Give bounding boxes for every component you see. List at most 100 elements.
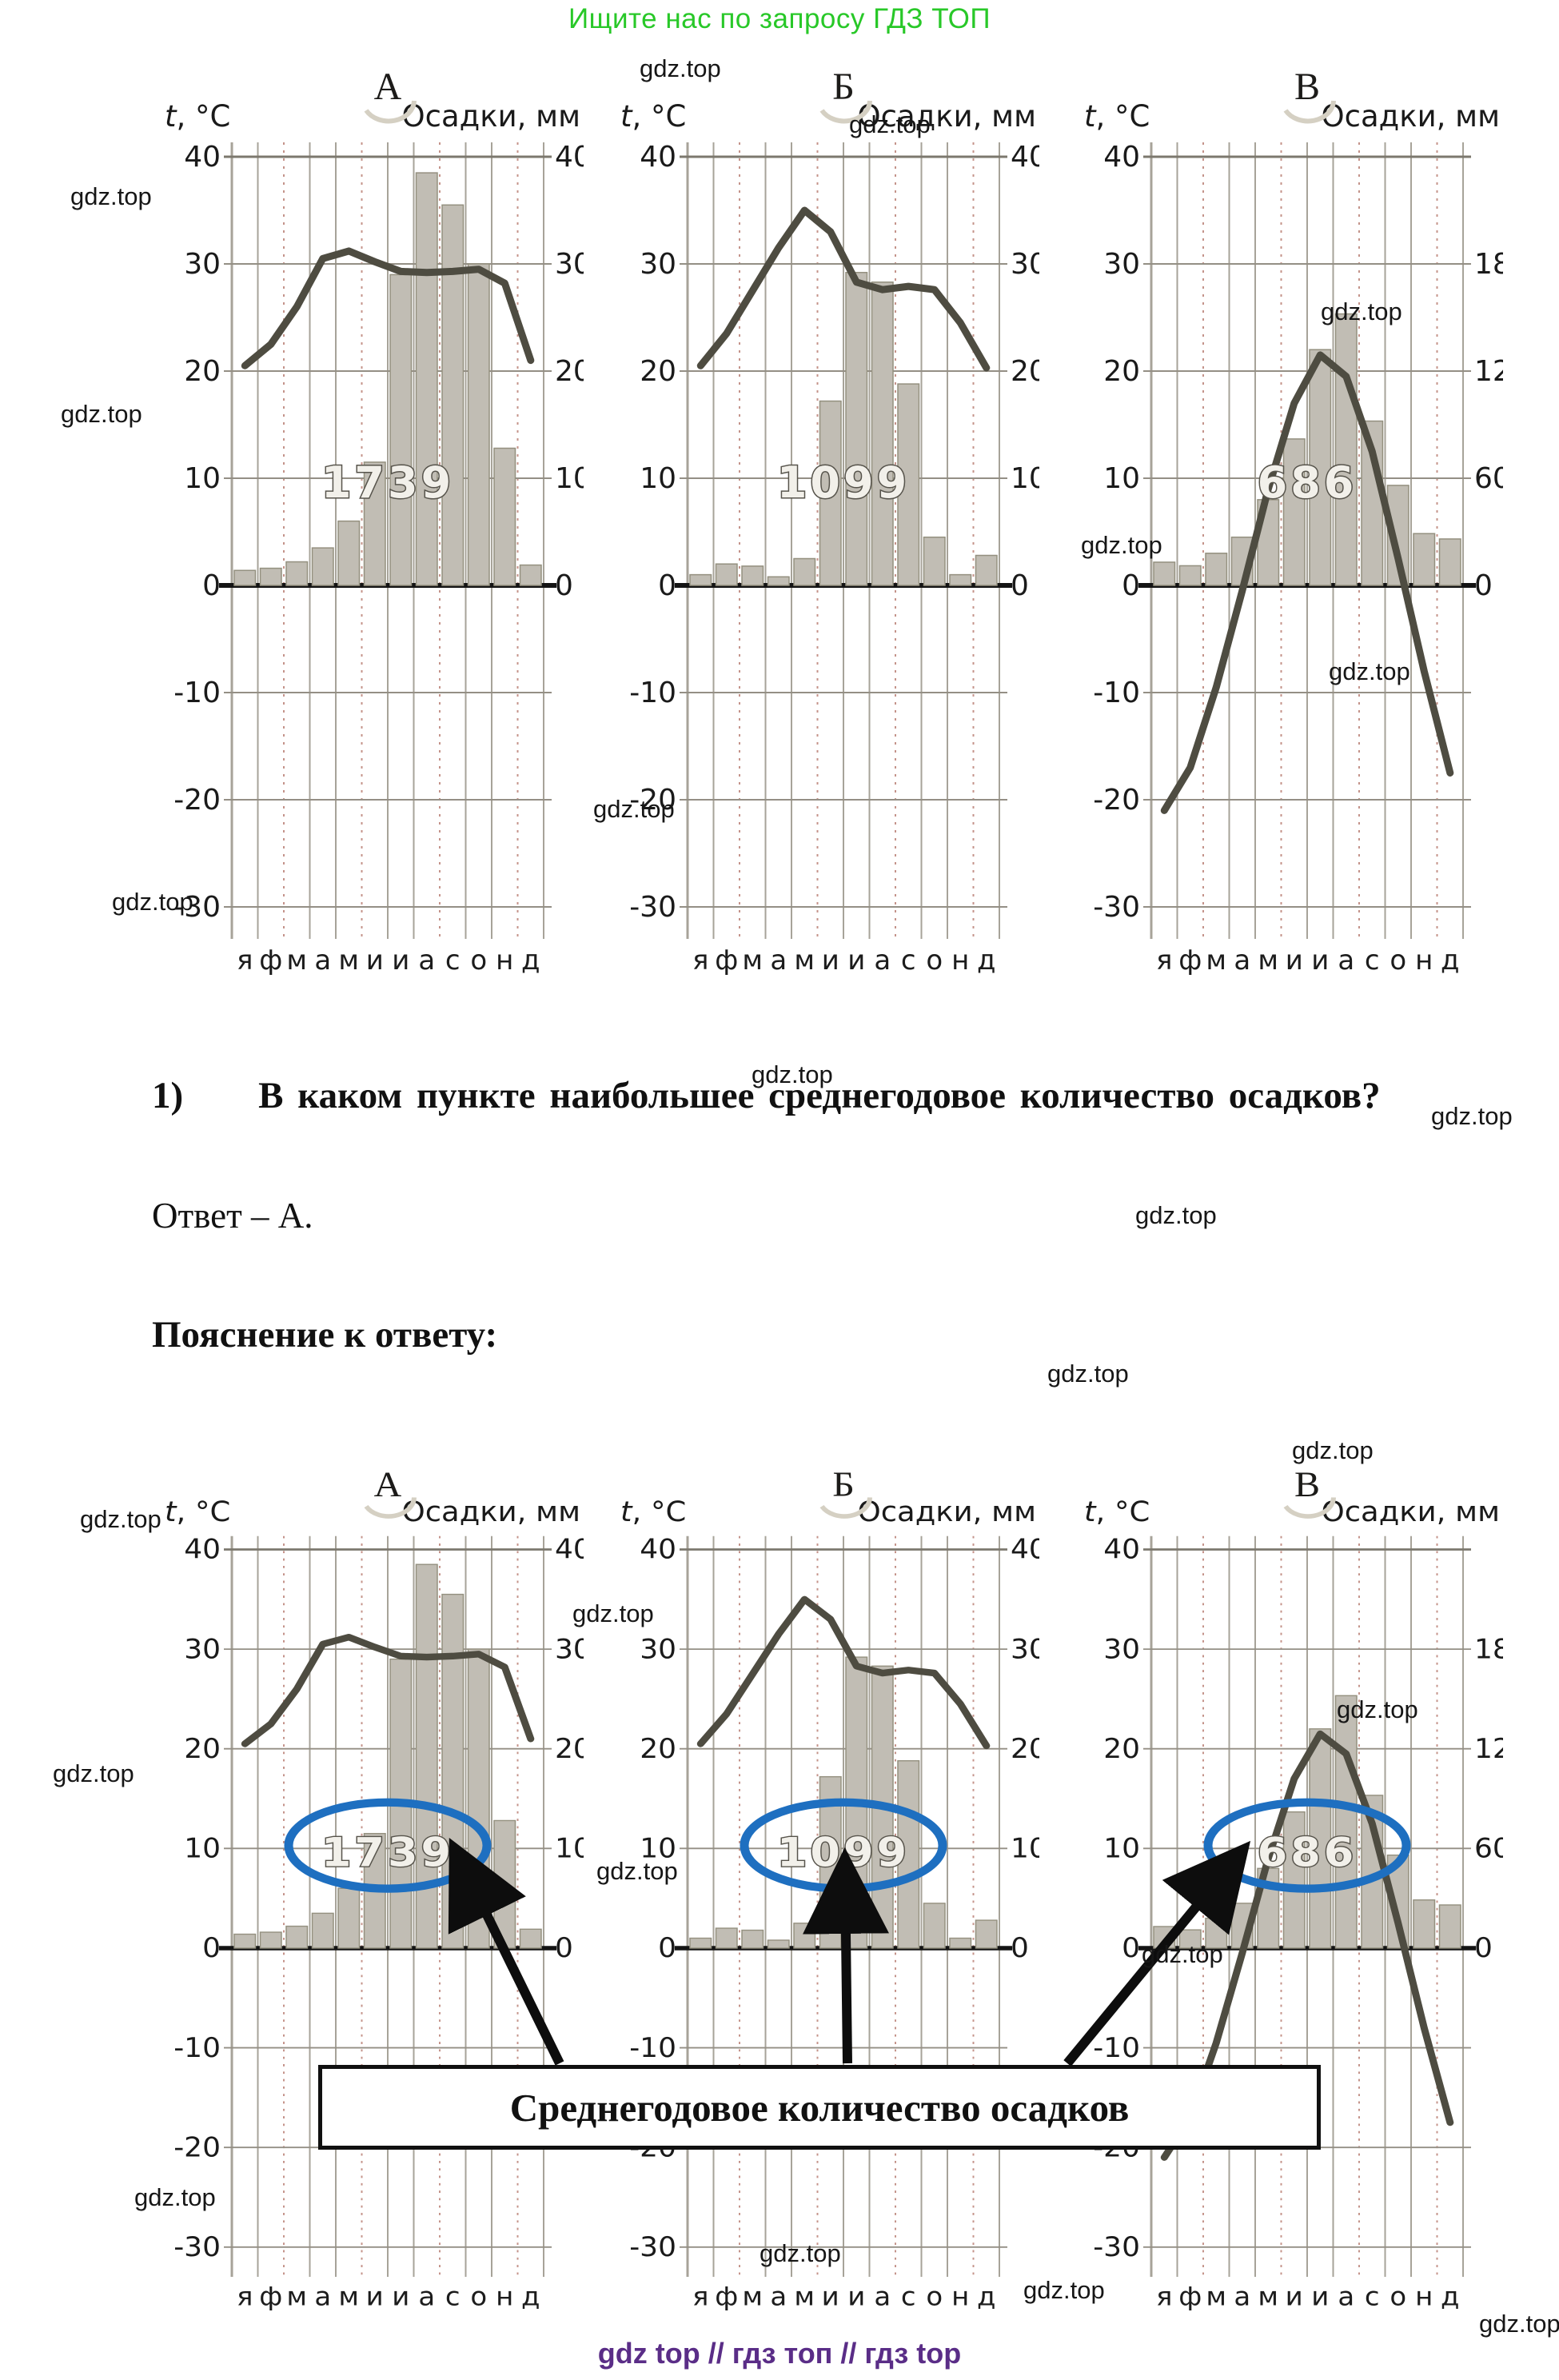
chart-title: В bbox=[1294, 66, 1320, 108]
temp-tick-label: -10 bbox=[629, 677, 676, 709]
temperature-curve bbox=[241, 1633, 535, 1747]
temp-tick-label: 40 bbox=[1103, 1535, 1140, 1566]
month-label: м bbox=[742, 2282, 763, 2311]
precip-bar bbox=[1438, 1904, 1461, 1949]
month-label: н bbox=[1415, 944, 1433, 976]
question-text: В каком пункте наибольшее среднегодовое … bbox=[258, 1075, 1381, 1116]
month-label: с bbox=[1365, 944, 1380, 976]
temp-tick-label: 30 bbox=[184, 248, 221, 281]
climatogram-Б: 403020100-10-20-3040030020010001099яфмам… bbox=[620, 66, 1039, 976]
precip-axis-label: Осадки, мм bbox=[858, 1496, 1036, 1527]
precip-tick-label: 300 bbox=[1011, 248, 1039, 281]
precip-bar bbox=[233, 569, 257, 586]
precip-tick-label: 400 bbox=[555, 141, 584, 174]
question-number: 1) bbox=[152, 1075, 184, 1116]
month-label: н bbox=[951, 944, 969, 976]
month-label: и bbox=[1311, 2282, 1329, 2311]
month-label: м bbox=[1206, 2282, 1226, 2311]
month-label: н bbox=[1415, 2282, 1433, 2311]
precip-tick-label: 180 bbox=[1474, 248, 1503, 281]
temp-tick-label: 30 bbox=[640, 248, 676, 281]
temp-tick-label: -30 bbox=[629, 2232, 676, 2263]
precip-tick-label: 120 bbox=[1474, 1734, 1503, 1765]
precip-bar bbox=[897, 1759, 920, 1949]
month-label: д bbox=[521, 944, 540, 976]
temp-tick-label: -10 bbox=[173, 677, 221, 709]
temp-tick-label: 10 bbox=[640, 462, 676, 495]
month-label: ф bbox=[1178, 944, 1202, 976]
temp-tick-label: -20 bbox=[629, 784, 676, 817]
precip-bar bbox=[1334, 1695, 1358, 1949]
precip-tick-label: 120 bbox=[1474, 355, 1503, 388]
month-label: м bbox=[286, 2282, 307, 2311]
month-label: а bbox=[418, 2282, 435, 2311]
watermark: gdz.top bbox=[640, 54, 721, 82]
precip-bar bbox=[519, 1928, 542, 1949]
footer-links[interactable]: gdz top // гдз топ // гдз top bbox=[597, 2337, 962, 2370]
title-shadow bbox=[364, 100, 417, 124]
precip-bar bbox=[715, 563, 738, 586]
watermark: gdz.top bbox=[849, 110, 931, 138]
temp-tick-label: -30 bbox=[173, 2232, 221, 2263]
precip-bar bbox=[389, 274, 413, 586]
chart-title: А bbox=[374, 66, 402, 108]
month-label: м bbox=[338, 2282, 359, 2311]
month-label: я bbox=[237, 2282, 253, 2311]
temp-tick-label: 20 bbox=[1103, 355, 1140, 388]
month-label: ф bbox=[1178, 2282, 1202, 2311]
month-label: о bbox=[1390, 944, 1406, 976]
climatogram-В-explained: 403020100-10-20-30180120600686яфмамииасо… bbox=[1084, 1465, 1503, 2311]
watermark: gdz.top bbox=[1047, 1360, 1129, 1388]
precip-bar bbox=[285, 561, 309, 586]
watermark: gdz.top bbox=[1321, 298, 1402, 325]
watermark: gdz.top bbox=[752, 1060, 833, 1088]
temp-axis-label: t, °C bbox=[165, 99, 230, 134]
month-label: д bbox=[1441, 2282, 1460, 2311]
annual-precip-total: 1739 bbox=[321, 457, 454, 508]
month-label: д bbox=[977, 944, 996, 976]
month-label: м bbox=[286, 944, 307, 976]
month-label: о bbox=[470, 944, 487, 976]
chart-title: Б bbox=[832, 1465, 855, 1504]
precip-axis-label: Осадки, мм bbox=[1322, 99, 1500, 134]
temp-tick-label: -30 bbox=[1093, 891, 1140, 924]
precip-bar bbox=[311, 1912, 334, 1949]
precip-bar bbox=[689, 1937, 712, 1949]
precip-bar bbox=[1205, 553, 1228, 586]
precip-bar bbox=[1309, 349, 1332, 586]
month-label: д bbox=[977, 2282, 996, 2311]
climatograms-top-row: 403020100-10-20-3040030020010001739яфмам… bbox=[0, 37, 1559, 1004]
precip-bar bbox=[259, 567, 282, 586]
precip-bar bbox=[975, 1919, 998, 1949]
precip-bar bbox=[741, 1929, 764, 1949]
watermark: gdz.top bbox=[1329, 657, 1410, 685]
temp-axis-label: t, °C bbox=[620, 99, 686, 134]
temperature-curve bbox=[696, 206, 991, 372]
temp-tick-label: -20 bbox=[173, 2133, 221, 2164]
temp-tick-label: 10 bbox=[1103, 1834, 1140, 1865]
month-label: м bbox=[794, 2282, 815, 2311]
watermark: gdz.top bbox=[61, 400, 142, 428]
watermark: gdz.top bbox=[134, 2183, 216, 2211]
month-label: я bbox=[237, 944, 253, 976]
temp-tick-label: 30 bbox=[1103, 248, 1140, 281]
temperature-curve bbox=[696, 1595, 991, 1750]
month-label: а bbox=[770, 2282, 787, 2311]
precip-bar bbox=[1413, 1899, 1436, 1949]
precip-tick-label: 200 bbox=[1011, 355, 1039, 388]
month-label: с bbox=[445, 2282, 461, 2311]
climatogram-В: 403020100-10-20-30180120600686яфмамииасо… bbox=[1084, 66, 1503, 976]
watermark: gdz.top bbox=[596, 1857, 678, 1885]
precip-bar bbox=[1413, 533, 1436, 586]
precip-tick-label: 200 bbox=[555, 355, 584, 388]
temp-tick-label: 10 bbox=[640, 1834, 676, 1865]
month-label: а bbox=[314, 2282, 331, 2311]
month-label: и bbox=[392, 2282, 409, 2311]
precip-tick-label: 400 bbox=[1011, 1535, 1039, 1566]
precip-bar bbox=[767, 576, 790, 586]
temp-tick-label: 0 bbox=[658, 1933, 676, 1964]
annual-precip-total: 686 bbox=[1258, 1830, 1358, 1876]
chart-title: А bbox=[374, 1465, 402, 1504]
precip-tick-label: 0 bbox=[1011, 1933, 1029, 1964]
temp-tick-label: -30 bbox=[1093, 2232, 1140, 2263]
